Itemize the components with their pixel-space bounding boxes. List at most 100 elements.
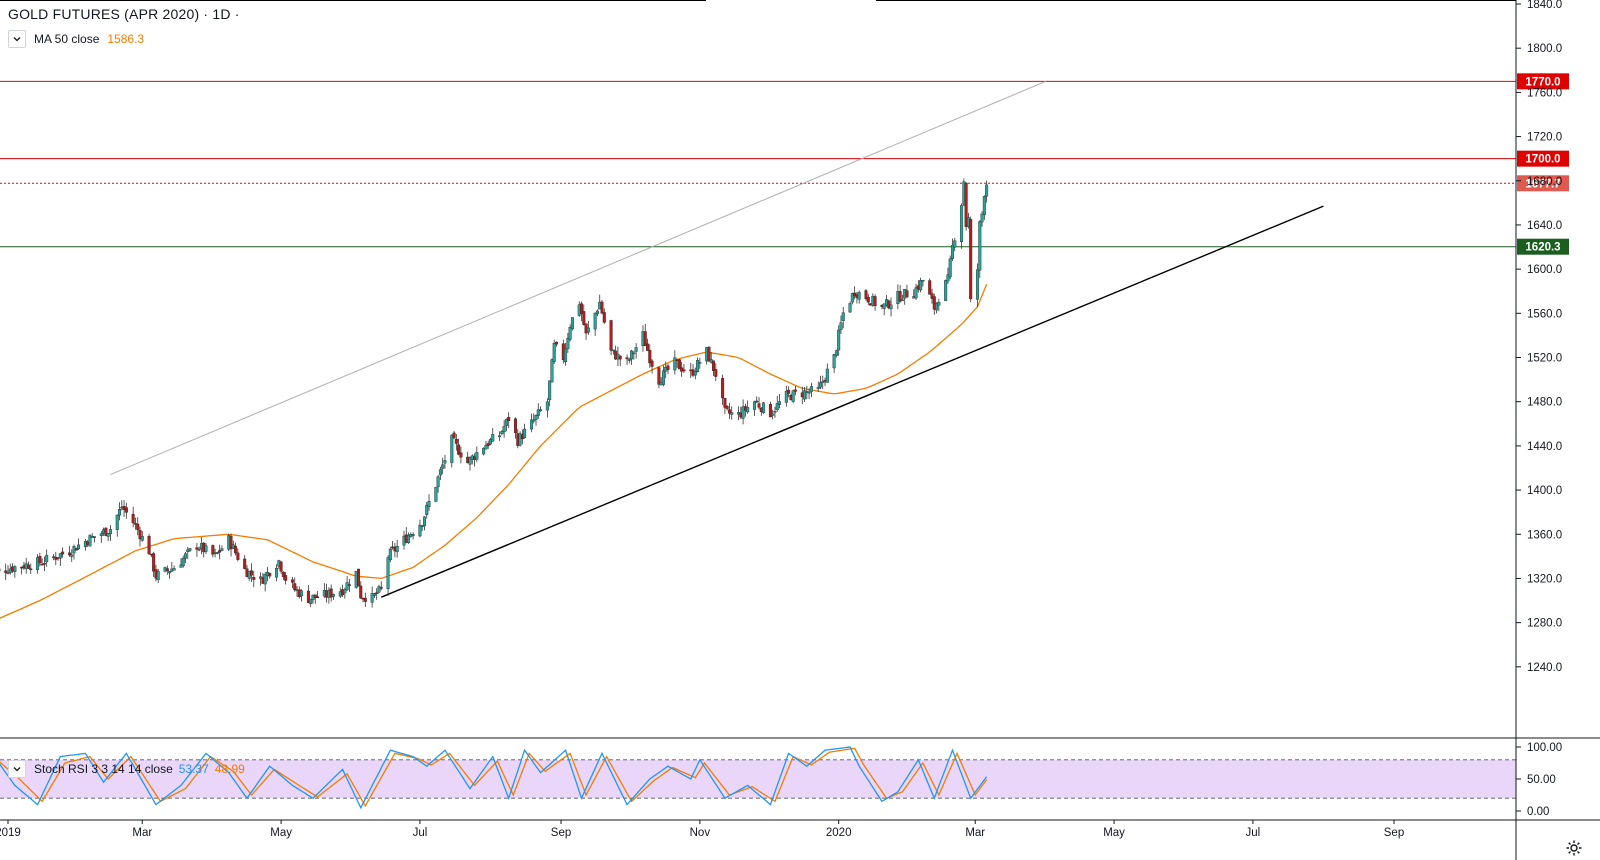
support-trend-line bbox=[380, 205, 1324, 598]
candle-body bbox=[791, 390, 795, 402]
candle-body bbox=[313, 594, 317, 598]
candle-body bbox=[309, 598, 313, 604]
stoch-tick-label: 0.00 bbox=[1527, 806, 1549, 818]
candle-body bbox=[889, 304, 893, 310]
candle-body bbox=[787, 389, 791, 394]
candle-body bbox=[300, 590, 304, 597]
time-tick-label: Jul bbox=[413, 827, 428, 839]
candle-body bbox=[805, 391, 809, 393]
candlesticks bbox=[0, 178, 989, 608]
candle-body bbox=[582, 311, 586, 325]
candle-body bbox=[857, 292, 861, 300]
candle-body bbox=[36, 557, 40, 570]
candle-body bbox=[921, 280, 925, 282]
candle-body bbox=[866, 296, 870, 303]
price-tick-label: 1400.0 bbox=[1527, 485, 1562, 497]
candle-body bbox=[661, 370, 665, 385]
candle-body bbox=[625, 357, 629, 360]
stoch-label: Stoch RSI 3 3 14 14 close bbox=[34, 762, 173, 776]
ma-value: 1586.3 bbox=[107, 32, 145, 46]
candle-body bbox=[268, 573, 272, 577]
candle-body bbox=[611, 349, 615, 352]
candle-body bbox=[211, 545, 215, 555]
candle-body bbox=[930, 293, 934, 299]
candle-body bbox=[552, 343, 556, 362]
collapse-stoch-toggle[interactable] bbox=[8, 760, 26, 778]
candle-body bbox=[928, 280, 932, 295]
stoch-k-line bbox=[0, 746, 988, 810]
chevron-down-icon bbox=[13, 767, 21, 772]
candle-body bbox=[898, 291, 902, 302]
candle-body bbox=[832, 354, 836, 369]
candle-body bbox=[566, 338, 570, 349]
price-tick-label: 1760.0 bbox=[1527, 87, 1562, 99]
candle-body bbox=[290, 579, 294, 583]
time-tick-label: May bbox=[270, 827, 292, 839]
candle-body bbox=[550, 359, 554, 383]
candle-body bbox=[609, 320, 613, 351]
trend-lines bbox=[110, 80, 1324, 598]
moving-average bbox=[0, 284, 988, 619]
candle-body bbox=[673, 357, 677, 371]
candle-body bbox=[498, 435, 502, 437]
candle-body bbox=[488, 439, 492, 445]
candle-body bbox=[643, 331, 647, 346]
candle-body bbox=[420, 525, 424, 527]
time-tick-label: Nov bbox=[690, 827, 711, 839]
candle-body bbox=[507, 417, 511, 421]
level-label: 1677.7 bbox=[1525, 178, 1560, 190]
candle-body bbox=[243, 558, 247, 569]
candle-body bbox=[99, 533, 103, 536]
candle-body bbox=[475, 452, 479, 460]
candle-body bbox=[937, 301, 941, 306]
candle-body bbox=[140, 536, 144, 541]
candle-body bbox=[179, 564, 183, 568]
candle-body bbox=[422, 516, 426, 526]
candle-body bbox=[343, 589, 347, 594]
candle-body bbox=[236, 552, 240, 560]
candle-body bbox=[627, 359, 631, 361]
candle-body bbox=[905, 290, 909, 298]
collapse-indicators-toggle[interactable] bbox=[8, 30, 26, 48]
candle-body bbox=[950, 245, 954, 259]
top-border-right bbox=[876, 0, 1516, 1]
candle-body bbox=[778, 401, 782, 405]
candle-body bbox=[452, 432, 456, 439]
candle-body bbox=[554, 341, 558, 345]
stoch-tick-label: 50.00 bbox=[1527, 774, 1556, 786]
candle-body bbox=[156, 571, 160, 580]
candle-body bbox=[646, 343, 650, 351]
candle-body bbox=[803, 390, 807, 400]
candle-body bbox=[693, 371, 697, 376]
candle-body bbox=[755, 400, 759, 403]
candle-body bbox=[825, 368, 829, 383]
candle-body bbox=[864, 290, 868, 299]
candle-body bbox=[595, 310, 599, 314]
candle-body bbox=[418, 524, 422, 537]
candle-body bbox=[570, 317, 574, 330]
price-tick-label: 1320.0 bbox=[1527, 573, 1562, 585]
candle-body bbox=[407, 535, 411, 543]
candle-body bbox=[377, 586, 381, 593]
candle-body bbox=[279, 561, 283, 572]
candle-body bbox=[131, 514, 135, 524]
candle-body bbox=[204, 545, 208, 552]
candle-body bbox=[347, 584, 351, 586]
candle-body bbox=[459, 452, 463, 458]
candle-body bbox=[172, 568, 176, 571]
gear-icon[interactable] bbox=[1565, 839, 1583, 857]
candle-body bbox=[944, 280, 948, 301]
price-tick-label: 1240.0 bbox=[1527, 662, 1562, 674]
candle-body bbox=[77, 544, 81, 550]
candle-body bbox=[848, 303, 852, 313]
candle-body bbox=[630, 350, 634, 360]
candle-body bbox=[486, 443, 490, 446]
candle-body bbox=[124, 507, 128, 513]
candle-body bbox=[61, 551, 65, 555]
candle-body bbox=[793, 389, 797, 392]
price-tick-label: 1640.0 bbox=[1527, 220, 1562, 232]
level-label: 1770.0 bbox=[1525, 76, 1560, 88]
candle-body bbox=[184, 553, 188, 559]
